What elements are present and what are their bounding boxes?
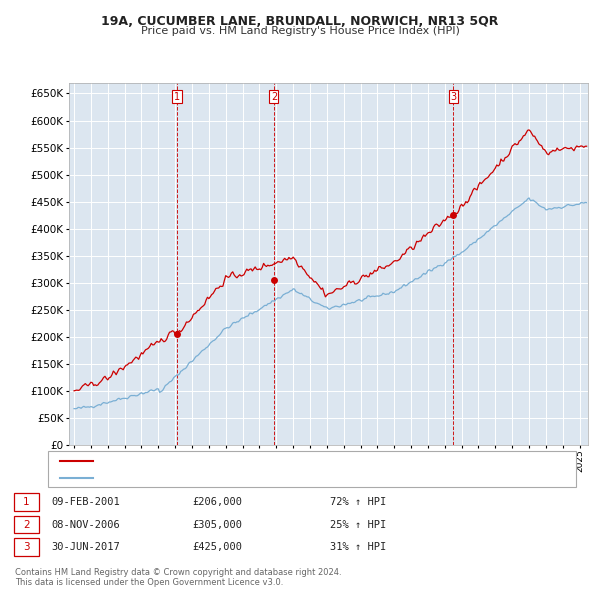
- Text: 19A, CUCUMBER LANE, BRUNDALL, NORWICH, NR13 5QR: 19A, CUCUMBER LANE, BRUNDALL, NORWICH, N…: [101, 15, 499, 28]
- Text: 19A, CUCUMBER LANE, BRUNDALL, NORWICH, NR13 5QR (detached house): 19A, CUCUMBER LANE, BRUNDALL, NORWICH, N…: [99, 456, 469, 466]
- Text: 09-FEB-2001: 09-FEB-2001: [51, 497, 120, 507]
- Text: £305,000: £305,000: [192, 520, 242, 529]
- Text: £425,000: £425,000: [192, 542, 242, 552]
- Text: 1: 1: [23, 497, 30, 507]
- Text: 30-JUN-2017: 30-JUN-2017: [51, 542, 120, 552]
- Text: Price paid vs. HM Land Registry's House Price Index (HPI): Price paid vs. HM Land Registry's House …: [140, 26, 460, 36]
- Text: Contains HM Land Registry data © Crown copyright and database right 2024.
This d: Contains HM Land Registry data © Crown c…: [15, 568, 341, 587]
- Text: 31% ↑ HPI: 31% ↑ HPI: [330, 542, 386, 552]
- Text: HPI: Average price, detached house, Broadland: HPI: Average price, detached house, Broa…: [99, 473, 329, 483]
- Text: 3: 3: [23, 542, 30, 552]
- Text: 2: 2: [271, 91, 277, 101]
- Text: 1: 1: [174, 91, 180, 101]
- Text: 2: 2: [23, 520, 30, 529]
- Text: 08-NOV-2006: 08-NOV-2006: [51, 520, 120, 529]
- Text: 72% ↑ HPI: 72% ↑ HPI: [330, 497, 386, 507]
- Text: 25% ↑ HPI: 25% ↑ HPI: [330, 520, 386, 529]
- Text: £206,000: £206,000: [192, 497, 242, 507]
- Text: 3: 3: [450, 91, 456, 101]
